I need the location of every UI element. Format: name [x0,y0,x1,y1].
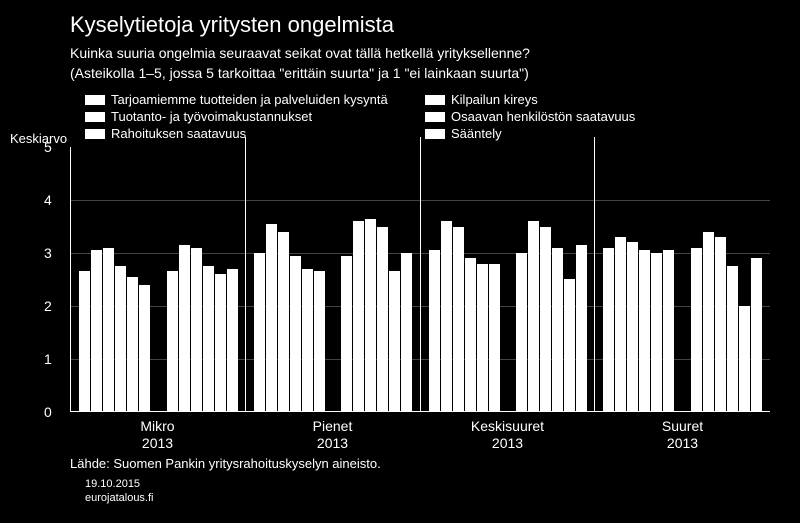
bar [552,248,563,412]
bar [266,224,277,411]
x-group-label: Pienet2013 [245,418,420,452]
chart-subtitle-1: Kuinka suuria ongelmia seuraavat seikat … [0,42,800,62]
bar [191,248,202,412]
bar [179,245,190,411]
bar [663,250,674,411]
bar [441,221,452,411]
y-tick-label: 0 [44,404,52,420]
legend-item: Osaavan henkilöstön saatavuus [425,109,635,124]
bar [639,250,650,411]
legend-swatch-icon [425,95,445,105]
bar-cluster [683,147,770,411]
bar [739,306,750,412]
bar [215,274,226,411]
bar-cluster [246,147,333,411]
footer-site: eurojatalous.fi [85,491,800,505]
legend-label: Tarjoamiemme tuotteiden ja palveluiden k… [111,92,388,107]
bar [290,256,301,412]
group-pair [246,147,421,411]
bar [516,253,527,411]
bar-cluster [333,147,420,411]
bar-cluster [71,147,158,411]
source-text: Lähde: Suomen Pankin yritysrahoituskysel… [0,452,800,471]
bar [727,266,738,411]
legend-label: Sääntely [451,126,502,141]
bar [389,271,400,411]
bar [429,250,440,411]
legend-label: Rahoituksen saatavuus [111,126,246,141]
bar [691,248,702,412]
bar [365,219,376,412]
bar [167,271,178,411]
bar [139,285,150,412]
x-axis-labels: Mikro2013Pienet2013Keskisuuret2013Suuret… [70,418,770,452]
bar [564,279,575,411]
y-axis-label: Keskiarvo [10,131,67,146]
legend-swatch-icon [85,129,105,139]
bar [401,253,412,411]
bar [314,271,325,411]
legend-item: Tarjoamiemme tuotteiden ja palveluiden k… [85,92,405,107]
bar [627,242,638,411]
chart-area: Keskiarvo 012345 [70,147,770,412]
legend-label: Osaavan henkilöstön saatavuus [451,109,635,124]
bar [254,253,265,411]
bar [278,232,289,412]
bar [465,258,476,411]
bar [115,266,126,411]
bar [103,248,114,412]
bar [477,264,488,412]
y-tick-label: 5 [44,139,52,155]
legend-label: Kilpailun kireys [451,92,538,107]
bar-cluster [508,147,595,411]
chart-subtitle-2: (Asteikolla 1–5, jossa 5 tarkoittaa "eri… [0,62,800,82]
bar [751,258,762,411]
bar [341,256,352,412]
x-group-label: Keskisuuret2013 [420,418,595,452]
legend-swatch-icon [425,112,445,122]
legend-item: Sääntely [425,126,502,141]
bar [91,250,102,411]
bar [79,271,90,411]
y-tick-label: 4 [44,192,52,208]
legend-swatch-icon [425,129,445,139]
group-pair [71,147,246,411]
y-tick-label: 1 [44,351,52,367]
footer: 19.10.2015 eurojatalous.fi [0,471,800,506]
legend-label: Tuotanto- ja työvoimakustannukset [111,109,312,124]
legend: Tarjoamiemme tuotteiden ja palveluiden k… [0,82,800,147]
x-group-label: Suuret2013 [595,418,770,452]
bar [227,269,238,412]
bar-cluster [421,147,508,411]
bar [127,277,138,412]
bar [528,221,539,411]
group-pair [595,147,770,411]
bar [353,221,364,411]
y-tick-label: 3 [44,245,52,261]
legend-item: Tuotanto- ja työvoimakustannukset [85,109,405,124]
bar [703,232,714,412]
bar-cluster [158,147,245,411]
legend-swatch-icon [85,112,105,122]
legend-item: Kilpailun kireys [425,92,538,107]
bar [302,269,313,412]
plot-area [70,147,770,412]
bar [576,245,587,411]
bar [540,227,551,412]
bar [377,227,388,412]
bar [651,253,662,411]
bar [453,227,464,412]
footer-date: 19.10.2015 [85,477,800,491]
chart-title: Kyselytietoja yritysten ongelmista [0,0,800,42]
bar [489,264,500,412]
bar [203,266,214,411]
group-pair [421,147,596,411]
bar [615,237,626,411]
legend-swatch-icon [85,95,105,105]
bar-cluster [595,147,682,411]
y-tick-label: 2 [44,298,52,314]
x-group-label: Mikro2013 [70,418,245,452]
bar [603,248,614,412]
bar [715,237,726,411]
